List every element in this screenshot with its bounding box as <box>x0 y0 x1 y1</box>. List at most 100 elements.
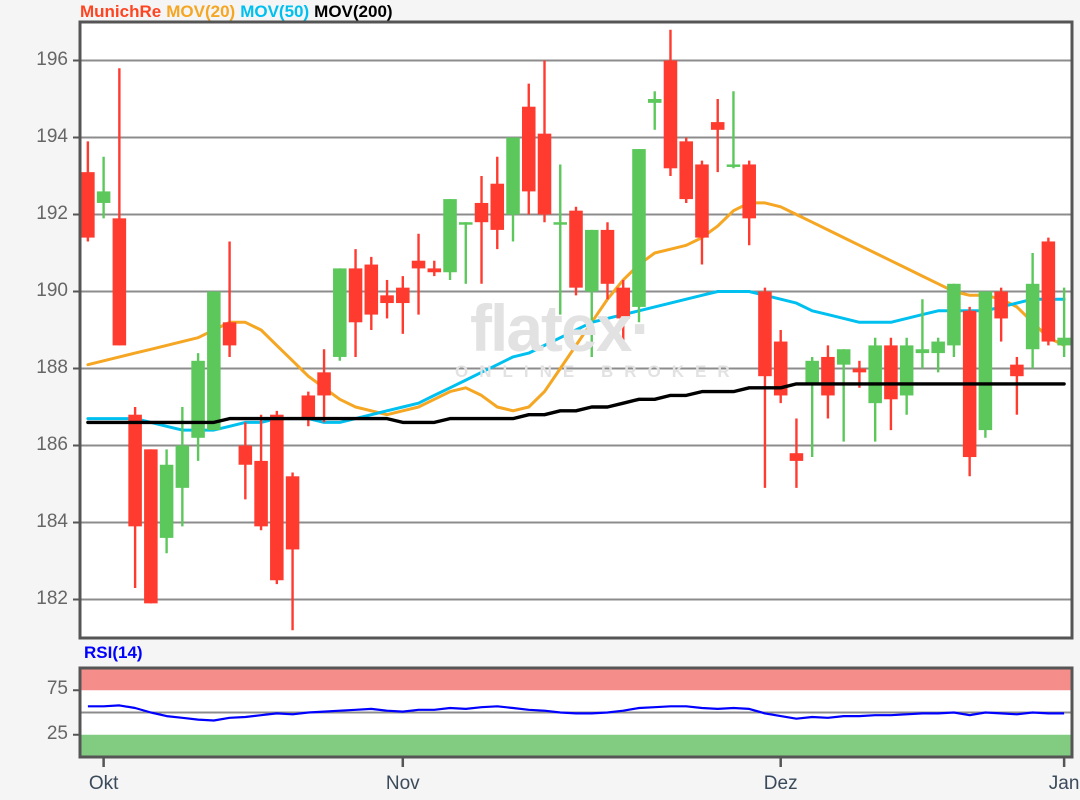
candlestick[interactable] <box>1057 287 1071 357</box>
candlestick[interactable] <box>600 222 615 300</box>
candlestick[interactable] <box>191 353 205 461</box>
candlestick[interactable] <box>270 410 284 585</box>
candlestick[interactable] <box>222 241 237 357</box>
candlestick[interactable] <box>254 414 268 531</box>
candlestick[interactable] <box>836 349 851 442</box>
candle-body <box>553 222 568 225</box>
candle-body <box>285 476 300 550</box>
legend-ma20[interactable]: MOV(20) <box>166 2 236 21</box>
candle-body <box>1025 283 1040 350</box>
candlestick[interactable] <box>459 222 473 284</box>
candlestick[interactable] <box>348 249 363 357</box>
candlestick[interactable] <box>443 199 457 280</box>
y-axis-tick-label: 184 <box>36 510 68 532</box>
candlestick[interactable] <box>805 356 819 458</box>
candlestick[interactable] <box>521 83 536 215</box>
candlestick[interactable] <box>915 299 930 369</box>
candle-body <box>868 345 882 404</box>
candlestick[interactable] <box>553 164 568 315</box>
candle-body <box>474 202 489 223</box>
candlestick[interactable] <box>474 176 489 284</box>
candlestick[interactable] <box>978 291 993 438</box>
ma50-line <box>86 290 1066 432</box>
candle-body <box>443 199 457 273</box>
candlestick[interactable] <box>301 391 316 427</box>
candlestick[interactable] <box>427 260 442 277</box>
y-axis-tick-label: 182 <box>36 587 68 609</box>
y-axis-tick-label: 196 <box>36 48 68 70</box>
candlestick[interactable] <box>1025 253 1040 369</box>
candle-body <box>663 60 678 169</box>
candlestick[interactable] <box>411 233 426 315</box>
y-axis-tick-label: 192 <box>36 202 68 224</box>
candle-body <box>222 322 237 346</box>
candlestick[interactable] <box>1041 237 1056 346</box>
candlestick[interactable] <box>396 276 410 334</box>
candlestick[interactable] <box>238 422 253 500</box>
ma200-line <box>86 382 1066 425</box>
candlestick[interactable] <box>773 330 788 404</box>
candle-body <box>742 164 756 219</box>
candlestick[interactable] <box>81 141 95 242</box>
candlestick[interactable] <box>159 449 174 554</box>
candlestick[interactable] <box>584 229 599 357</box>
candlestick[interactable] <box>931 337 945 373</box>
candlestick[interactable] <box>663 29 678 176</box>
candlestick[interactable] <box>333 268 347 361</box>
candlestick[interactable] <box>490 156 505 250</box>
candle-body <box>821 356 835 396</box>
candle-body <box>789 453 804 461</box>
legend-ma200[interactable]: MOV(200) <box>314 2 393 21</box>
candle-body <box>128 414 142 527</box>
rsi-y-tick-label: 75 <box>46 678 68 700</box>
y-axis-tick-label: 190 <box>36 279 68 301</box>
candlestick[interactable] <box>710 99 725 173</box>
candle-body <box>317 372 331 396</box>
candlestick[interactable] <box>742 160 756 246</box>
candlestick[interactable] <box>726 91 741 169</box>
candlestick[interactable] <box>144 449 158 604</box>
candlestick[interactable] <box>647 91 662 130</box>
candlestick[interactable] <box>112 68 127 346</box>
candlestick[interactable] <box>317 349 331 423</box>
candlestick[interactable] <box>994 287 1008 342</box>
candlestick[interactable] <box>821 345 835 419</box>
candlestick[interactable] <box>632 149 646 323</box>
candle-body <box>301 395 316 419</box>
candle-body <box>1041 241 1056 342</box>
candle-body <box>773 341 788 396</box>
candlestick[interactable] <box>947 283 961 357</box>
candlestick[interactable] <box>695 160 709 265</box>
rsi-legend[interactable]: RSI(14) <box>84 643 143 662</box>
candlestick[interactable] <box>285 472 300 631</box>
candlestick[interactable] <box>789 418 804 488</box>
candlestick[interactable] <box>506 137 520 242</box>
candle-body <box>333 268 347 357</box>
candlestick[interactable] <box>868 337 882 442</box>
candlestick[interactable] <box>207 291 221 431</box>
candle-body <box>695 164 709 238</box>
rsi-panel-border <box>78 666 1074 759</box>
candlestick[interactable] <box>679 137 693 203</box>
candlestick[interactable] <box>175 407 190 527</box>
candlestick[interactable] <box>537 60 552 223</box>
candle-body <box>758 291 772 377</box>
legend-ma50[interactable]: MOV(50) <box>240 2 310 21</box>
candle-body <box>537 133 552 215</box>
candle-body <box>1057 337 1071 346</box>
rsi-line <box>87 704 1065 722</box>
chart-legend: MunichRe MOV(20) MOV(50) MOV(200) <box>80 3 398 21</box>
candlestick[interactable] <box>569 206 583 296</box>
candle-body <box>521 106 536 192</box>
candlestick[interactable] <box>1010 356 1024 415</box>
rsi-y-tick-label: 25 <box>46 722 68 744</box>
candlestick[interactable] <box>96 156 111 219</box>
candle-body <box>994 291 1008 319</box>
candle-body <box>600 229 615 284</box>
candlestick[interactable] <box>364 256 379 330</box>
candlestick[interactable] <box>380 279 394 319</box>
candlestick[interactable] <box>616 279 631 346</box>
candlestick[interactable] <box>128 407 142 588</box>
candlestick[interactable] <box>962 306 977 477</box>
